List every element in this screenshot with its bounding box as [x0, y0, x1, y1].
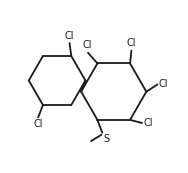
Text: Cl: Cl — [143, 118, 153, 128]
Text: Cl: Cl — [159, 79, 168, 89]
Text: Cl: Cl — [127, 38, 136, 48]
Text: Cl: Cl — [82, 40, 92, 50]
Text: Cl: Cl — [65, 31, 74, 41]
Text: Cl: Cl — [33, 119, 43, 129]
Text: S: S — [104, 134, 110, 144]
